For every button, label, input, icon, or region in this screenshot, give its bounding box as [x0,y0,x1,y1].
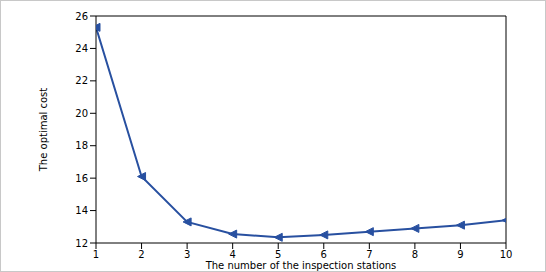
svg-text:The number of the inspection s: The number of the inspection stations [205,260,397,271]
svg-text:5: 5 [275,249,281,260]
svg-text:12: 12 [75,238,88,249]
svg-text:20: 20 [75,108,88,119]
svg-text:4: 4 [229,249,235,260]
svg-text:10: 10 [500,249,513,260]
svg-text:16: 16 [75,173,88,184]
svg-text:1: 1 [93,249,99,260]
svg-text:26: 26 [75,11,88,22]
svg-text:24: 24 [75,43,88,54]
svg-text:18: 18 [75,140,88,151]
svg-text:2: 2 [138,249,144,260]
svg-text:22: 22 [75,75,88,86]
svg-text:14: 14 [75,205,88,216]
svg-text:8: 8 [412,249,418,260]
svg-text:3: 3 [184,249,190,260]
svg-text:6: 6 [321,249,327,260]
svg-text:The optimal cost: The optimal cost [38,88,49,173]
svg-text:7: 7 [366,249,372,260]
svg-text:9: 9 [457,249,463,260]
